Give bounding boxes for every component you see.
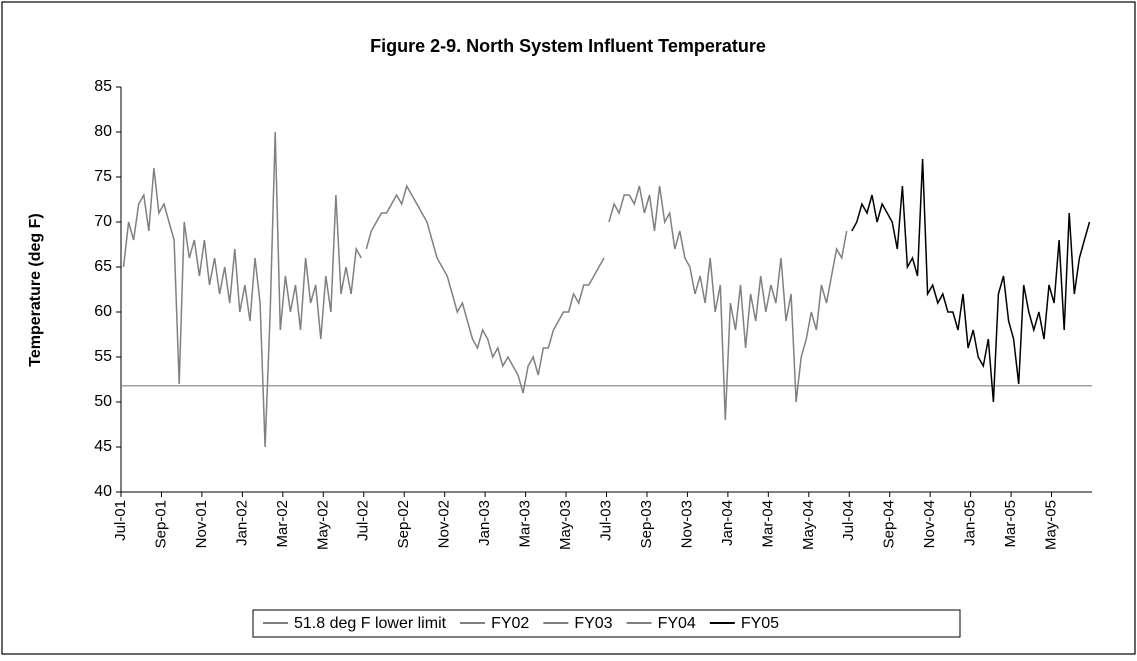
y-tick-label: 85 — [94, 78, 112, 95]
x-tick-label: Nov-02 — [436, 500, 453, 548]
x-tick-label: Mar-05 — [1002, 500, 1019, 548]
x-tick-label: Sep-03 — [638, 500, 655, 548]
y-axis-label: Temperature (deg F) — [27, 213, 44, 367]
x-tick-label: Mar-02 — [274, 500, 291, 548]
x-tick-label: Jan-05 — [962, 500, 979, 546]
y-tick-label: 70 — [94, 213, 112, 230]
series-line — [851, 158, 1091, 403]
x-tick-label: Sep-02 — [395, 500, 412, 548]
x-tick-label: Jul-03 — [597, 500, 614, 541]
x-tick-label: May-03 — [557, 500, 574, 550]
x-tick-label: Jul-02 — [355, 500, 372, 541]
x-tick-label: Jan-04 — [719, 500, 736, 546]
x-tick-label: Nov-04 — [921, 500, 938, 548]
x-tick-label: May-04 — [800, 500, 817, 550]
series-line — [122, 131, 362, 448]
y-tick-label: 50 — [94, 393, 112, 410]
y-tick-label: 55 — [94, 348, 112, 365]
x-tick-label: Jan-03 — [476, 500, 493, 546]
x-tick-label: Nov-03 — [678, 500, 695, 548]
legend-label: FY05 — [741, 615, 779, 632]
legend-label: FY03 — [574, 615, 612, 632]
series-line — [608, 185, 848, 421]
x-tick-label: Sep-01 — [152, 500, 169, 548]
chart-title: Figure 2-9. North System Influent Temper… — [370, 36, 766, 56]
legend-label: FY02 — [491, 615, 529, 632]
x-tick-label: Jan-02 — [233, 500, 250, 546]
x-tick-label: Sep-04 — [881, 500, 898, 548]
y-tick-label: 40 — [94, 483, 112, 500]
x-tick-label: Jul-01 — [112, 500, 129, 541]
x-tick-label: Mar-03 — [517, 500, 534, 548]
x-tick-label: May-02 — [314, 500, 331, 550]
legend-label: 51.8 deg F lower limit — [294, 615, 447, 632]
series-line — [365, 184, 605, 394]
legend-label: FY04 — [658, 615, 696, 632]
y-tick-label: 60 — [94, 303, 112, 320]
y-tick-label: 75 — [94, 168, 112, 185]
x-tick-label: May-05 — [1043, 500, 1060, 550]
x-tick-label: Mar-04 — [759, 500, 776, 548]
y-tick-label: 65 — [94, 258, 112, 275]
x-tick-label: Jul-04 — [840, 500, 857, 541]
x-tick-label: Nov-01 — [193, 500, 210, 548]
y-tick-label: 80 — [94, 123, 112, 140]
y-tick-label: 45 — [94, 438, 112, 455]
legend-box — [252, 609, 961, 638]
